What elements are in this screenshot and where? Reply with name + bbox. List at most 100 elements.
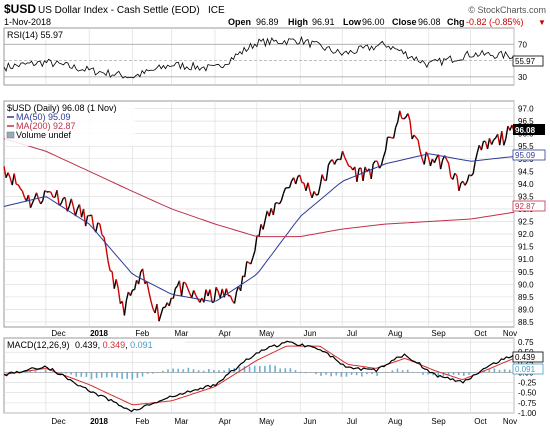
macd-hist-bar bbox=[325, 373, 327, 375]
x-axis-label: Nov bbox=[503, 329, 517, 338]
x-axis-label: Dec bbox=[51, 329, 65, 338]
x-axis-label: 2018 bbox=[90, 329, 108, 338]
price-segment bbox=[16, 184, 18, 185]
close-label: Close bbox=[392, 17, 417, 27]
macd-hist-bar bbox=[96, 373, 98, 379]
x-axis-label: May bbox=[259, 417, 274, 426]
price-tick-label: 91.5 bbox=[518, 243, 534, 252]
macd-hist-bar bbox=[208, 369, 210, 373]
macd-hist-bar bbox=[269, 365, 271, 373]
macd-hist-bar bbox=[473, 372, 475, 373]
macd-hist-bar bbox=[137, 373, 139, 378]
high-label: High bbox=[288, 17, 308, 27]
macd-hist-bar bbox=[142, 373, 144, 377]
macd-label-main: MACD(12,26,9) bbox=[7, 340, 70, 350]
exchange-label: ICE bbox=[208, 5, 225, 16]
macd-tick-label: -0.75 bbox=[518, 399, 537, 408]
price-tick-label: 89.5 bbox=[518, 293, 534, 302]
macd-hist-bar bbox=[499, 370, 501, 373]
ma50-tag: 95.09 bbox=[515, 151, 536, 160]
macd-hist-bar bbox=[203, 371, 205, 373]
macd-hist-bar bbox=[45, 370, 47, 373]
macd-hist-bar bbox=[249, 366, 251, 372]
macd-hist-bar bbox=[35, 371, 37, 373]
macd-hist-bar bbox=[177, 369, 179, 373]
macd-hist-bar bbox=[356, 373, 358, 376]
macd-hist-bar bbox=[274, 366, 276, 373]
macd-hist-bar bbox=[40, 372, 42, 373]
macd-hist-bar bbox=[152, 373, 154, 374]
macd-hist-bar bbox=[167, 369, 169, 372]
price-segment bbox=[390, 137, 392, 138]
macd-hist-bar bbox=[50, 373, 52, 374]
rsi-tick-label: 70 bbox=[518, 40, 527, 49]
price-tick-label: 94.0 bbox=[518, 180, 534, 189]
macd-hist-bar bbox=[223, 370, 225, 372]
rsi-label: RSI(14) 55.97 bbox=[7, 30, 63, 40]
rsi-panel-frame bbox=[4, 28, 514, 85]
macd-hist-bar bbox=[453, 373, 455, 375]
x-axis-label: Jun bbox=[304, 417, 317, 426]
macd-hist-bar bbox=[244, 366, 246, 372]
hist-value-text: 0.091 bbox=[130, 340, 153, 350]
macd-hist-bar bbox=[458, 373, 460, 376]
macd-hist-bar bbox=[218, 370, 220, 372]
macd-hist-bar bbox=[468, 373, 470, 375]
macd-hist-bar bbox=[412, 372, 414, 373]
macd-hist-bar bbox=[198, 370, 200, 372]
macd-hist-bar bbox=[101, 373, 103, 378]
credit-label: © StockCharts.com bbox=[468, 5, 546, 15]
x-axis-label: Nov bbox=[503, 417, 517, 426]
macd-hist-bar bbox=[285, 368, 287, 372]
macd-hist-bar bbox=[254, 366, 256, 373]
rsi-value-tag: 55.97 bbox=[515, 57, 536, 66]
x-axis-label: May bbox=[259, 329, 274, 338]
price-segment bbox=[212, 302, 214, 303]
price-tick-label: 92.0 bbox=[518, 230, 534, 239]
macd-hist-bar bbox=[183, 369, 185, 372]
x-axis-label: Jun bbox=[304, 329, 317, 338]
macd-hist-bar bbox=[147, 373, 149, 374]
price-segment bbox=[110, 271, 112, 272]
macd-hist-bar bbox=[392, 370, 394, 372]
macd-hist-bar bbox=[188, 368, 190, 373]
macd-hist-bar bbox=[387, 372, 389, 373]
chg-value: -0.82 (-0.85%) bbox=[466, 17, 524, 27]
header-date: 1-Nov-2018 bbox=[4, 17, 51, 27]
volume-label: Volume undef bbox=[16, 130, 72, 140]
price-segment bbox=[302, 182, 304, 183]
macd-hist-bar bbox=[70, 373, 72, 375]
price-segment bbox=[349, 166, 351, 167]
price-segment bbox=[184, 282, 186, 283]
last-price-tag: 96.08 bbox=[515, 126, 536, 135]
macd-hist-bar bbox=[381, 372, 383, 373]
macd-hist-bar bbox=[193, 369, 195, 372]
price-tick-label: 89.0 bbox=[518, 305, 534, 314]
macd-hist-bar bbox=[489, 370, 491, 373]
x-axis-label: Aug bbox=[388, 329, 402, 338]
macd-value-text: 0.439 bbox=[75, 340, 98, 350]
x-axis-label: Apr bbox=[219, 417, 232, 426]
macd-hist-bar bbox=[279, 369, 281, 373]
macd-hist-bar bbox=[315, 373, 317, 375]
macd-hist-bar bbox=[504, 369, 506, 372]
low-value: 96.00 bbox=[362, 17, 385, 27]
x-axis-label: 2018 bbox=[90, 417, 108, 426]
x-axis-label: Mar bbox=[175, 417, 189, 426]
macd-hist-bar bbox=[336, 373, 338, 376]
macd-hist-bar bbox=[290, 368, 292, 372]
price-tick-label: 88.5 bbox=[518, 318, 534, 327]
macd-hist-bar bbox=[295, 370, 297, 372]
macd-hist-bar bbox=[397, 369, 399, 373]
macd-hist-bar bbox=[4, 373, 6, 374]
macd-hist-bar bbox=[351, 373, 353, 375]
price-tick-label: 93.5 bbox=[518, 192, 534, 201]
open-label: Open bbox=[228, 17, 251, 27]
macd-hist-bar bbox=[361, 373, 363, 377]
price-tick-label: 97.0 bbox=[518, 105, 534, 114]
price-tick-label: 92.5 bbox=[518, 218, 534, 227]
macd-hist-bar bbox=[494, 368, 496, 372]
macd-hist-bar bbox=[371, 373, 373, 375]
macd-hist-bar bbox=[91, 373, 93, 380]
